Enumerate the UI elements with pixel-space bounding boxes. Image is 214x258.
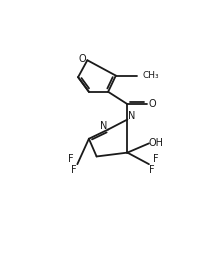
Text: OH: OH — [148, 138, 163, 148]
Text: N: N — [100, 121, 107, 131]
Text: CH₃: CH₃ — [143, 71, 159, 80]
Text: F: F — [68, 154, 73, 164]
Text: F: F — [149, 165, 155, 175]
Text: O: O — [78, 54, 86, 64]
Text: F: F — [71, 165, 77, 175]
Text: N: N — [128, 111, 136, 121]
Text: F: F — [153, 154, 159, 164]
Text: O: O — [148, 99, 156, 109]
